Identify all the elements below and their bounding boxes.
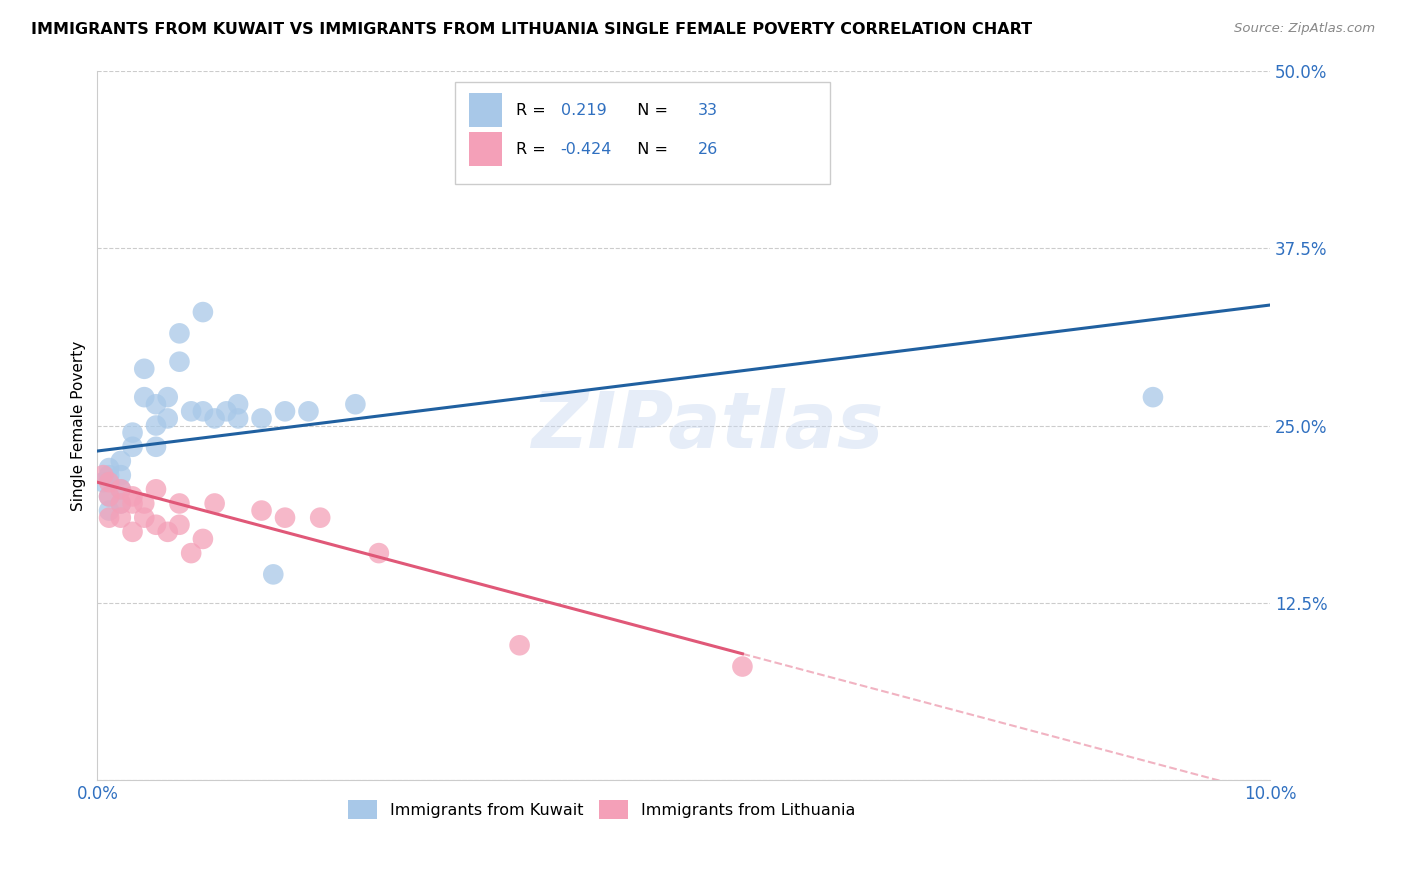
Point: [121, 425, 143, 440]
Text: N =: N =: [627, 103, 673, 118]
FancyBboxPatch shape: [456, 82, 831, 185]
Point: [262, 567, 284, 582]
Point: [250, 411, 273, 425]
Text: Source: ZipAtlas.com: Source: ZipAtlas.com: [1234, 22, 1375, 36]
Point: [226, 397, 249, 411]
Text: IMMIGRANTS FROM KUWAIT VS IMMIGRANTS FROM LITHUANIA SINGLE FEMALE POVERTY CORREL: IMMIGRANTS FROM KUWAIT VS IMMIGRANTS FRO…: [31, 22, 1032, 37]
Point: [91, 468, 114, 483]
Point: [274, 510, 297, 524]
Point: [110, 468, 132, 483]
Point: [98, 475, 121, 490]
Point: [250, 503, 273, 517]
Point: [98, 489, 121, 503]
Point: [274, 404, 297, 418]
Point: [121, 524, 143, 539]
Point: [91, 475, 114, 490]
Point: [204, 411, 226, 425]
Point: [509, 638, 531, 652]
Point: [98, 489, 121, 503]
Text: 33: 33: [697, 103, 718, 118]
Point: [731, 659, 754, 673]
Point: [191, 305, 214, 319]
Point: [121, 489, 143, 503]
Point: [98, 503, 121, 517]
Point: [134, 496, 156, 510]
Point: [191, 532, 214, 546]
Point: [169, 517, 191, 532]
Point: [121, 440, 143, 454]
Point: [98, 461, 121, 475]
Point: [169, 496, 191, 510]
Point: [110, 496, 132, 510]
Point: [226, 411, 249, 425]
Point: [156, 411, 179, 425]
Point: [204, 496, 226, 510]
Point: [297, 404, 319, 418]
Point: [1142, 390, 1164, 404]
Point: [169, 355, 191, 369]
Bar: [470, 93, 502, 127]
Text: 0.219: 0.219: [561, 103, 606, 118]
Legend: Immigrants from Kuwait, Immigrants from Lithuania: Immigrants from Kuwait, Immigrants from …: [342, 794, 862, 825]
Point: [145, 418, 167, 433]
Point: [98, 468, 121, 483]
Text: 26: 26: [697, 142, 718, 156]
Point: [110, 496, 132, 510]
Point: [156, 390, 179, 404]
Point: [169, 326, 191, 341]
Point: [145, 517, 167, 532]
Point: [98, 510, 121, 524]
Point: [156, 524, 179, 539]
Point: [309, 510, 332, 524]
Point: [367, 546, 389, 560]
Bar: [470, 132, 502, 166]
Point: [134, 510, 156, 524]
Point: [134, 361, 156, 376]
Point: [110, 483, 132, 497]
Point: [145, 397, 167, 411]
Text: ZIPatlas: ZIPatlas: [531, 387, 883, 464]
Text: N =: N =: [627, 142, 673, 156]
Text: R =: R =: [516, 103, 551, 118]
Point: [191, 404, 214, 418]
Point: [134, 390, 156, 404]
Y-axis label: Single Female Poverty: Single Female Poverty: [72, 341, 86, 510]
Point: [110, 454, 132, 468]
Point: [344, 397, 367, 411]
Text: R =: R =: [516, 142, 551, 156]
Point: [180, 404, 202, 418]
Point: [145, 483, 167, 497]
Point: [145, 440, 167, 454]
Text: -0.424: -0.424: [561, 142, 612, 156]
Point: [110, 510, 132, 524]
Point: [215, 404, 238, 418]
Point: [110, 483, 132, 497]
Point: [180, 546, 202, 560]
Point: [121, 496, 143, 510]
